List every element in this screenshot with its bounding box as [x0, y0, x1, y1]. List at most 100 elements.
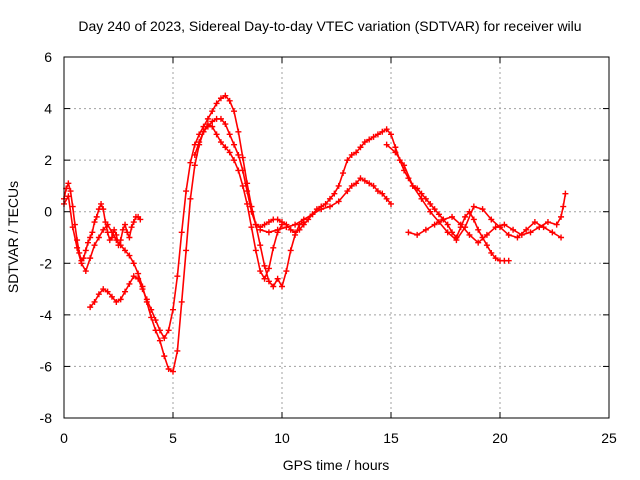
y-tick-label: 2 [44, 152, 52, 168]
data-point [231, 108, 238, 115]
data-point [427, 200, 434, 207]
data-point [453, 237, 460, 244]
data-point [239, 182, 246, 189]
data-point [235, 128, 242, 135]
data-point [222, 144, 229, 151]
data-point [200, 128, 207, 135]
data-point [187, 159, 194, 166]
data-point [418, 190, 425, 197]
chart-title: Day 240 of 2023, Sidereal Day-to-day VTE… [78, 18, 581, 34]
data-point [309, 211, 316, 218]
data-point [261, 262, 268, 269]
data-point [435, 211, 442, 218]
data-point [558, 234, 565, 241]
data-point [265, 278, 272, 285]
data-point [187, 195, 194, 202]
data-point [374, 131, 381, 138]
data-point [292, 221, 299, 228]
data-point [562, 190, 569, 197]
data-point [252, 247, 259, 254]
data-point [560, 203, 567, 210]
data-point [104, 288, 111, 295]
data-point [470, 203, 477, 210]
data-point [505, 231, 512, 238]
data-point [283, 268, 290, 275]
data-point [170, 306, 176, 313]
data-point [128, 224, 135, 231]
data-point [135, 270, 142, 277]
series-line [194, 118, 510, 262]
x-tick-label: 15 [383, 430, 399, 446]
data-point [119, 226, 126, 233]
data-point [174, 347, 181, 354]
data-point [139, 286, 146, 293]
data-point [239, 154, 246, 161]
data-point [170, 368, 176, 375]
data-point [217, 115, 224, 122]
data-point [178, 298, 185, 305]
data-point [401, 162, 408, 169]
data-point [431, 221, 438, 228]
data-point [440, 216, 447, 223]
data-point [87, 304, 94, 311]
data-point [226, 131, 233, 138]
data-point [274, 226, 281, 233]
y-tick-label: 0 [44, 204, 52, 220]
data-point [78, 260, 85, 267]
data-point [348, 151, 355, 158]
data-point [156, 337, 163, 344]
data-point [488, 249, 495, 256]
data-point [91, 298, 98, 305]
x-tick-label: 5 [169, 430, 177, 446]
data-point [296, 226, 303, 233]
data-point [379, 190, 386, 197]
data-point [353, 180, 360, 187]
data-point [91, 242, 98, 249]
series-trace-7 [405, 190, 569, 246]
data-point [335, 182, 342, 189]
data-point [148, 306, 155, 313]
data-point [113, 237, 120, 244]
data-point [326, 203, 333, 210]
data-point [122, 247, 129, 254]
data-point [523, 226, 530, 233]
y-tick-label: 6 [44, 49, 52, 65]
data-point [361, 139, 368, 146]
data-point [89, 229, 96, 236]
data-point [444, 229, 451, 236]
data-point [191, 141, 198, 148]
data-point [470, 216, 477, 223]
data-point [84, 239, 91, 246]
data-point [80, 255, 87, 262]
data-point [130, 219, 137, 226]
y-tick-label: -2 [40, 255, 53, 271]
data-point [366, 136, 373, 143]
data-point [204, 123, 211, 130]
series-trace-3 [87, 92, 307, 342]
data-point [353, 149, 360, 156]
data-point [379, 128, 386, 135]
data-point [87, 234, 94, 241]
data-point [65, 193, 72, 200]
data-point [357, 175, 364, 182]
data-point [82, 268, 89, 275]
data-point [209, 118, 216, 125]
series-line [89, 94, 305, 339]
data-point [257, 226, 264, 233]
data-point [226, 149, 233, 156]
series-line [385, 143, 562, 241]
data-point [87, 255, 94, 262]
data-point [492, 255, 499, 262]
data-point [165, 366, 172, 373]
data-point [100, 206, 107, 213]
data-point [222, 92, 229, 99]
data-point [248, 224, 255, 231]
data-point [527, 229, 534, 236]
data-point [82, 247, 89, 254]
data-point [93, 213, 100, 220]
data-point [156, 327, 163, 334]
x-tick-label: 25 [601, 430, 617, 446]
data-point [165, 327, 172, 334]
data-point [261, 275, 268, 282]
data-point [322, 200, 329, 207]
